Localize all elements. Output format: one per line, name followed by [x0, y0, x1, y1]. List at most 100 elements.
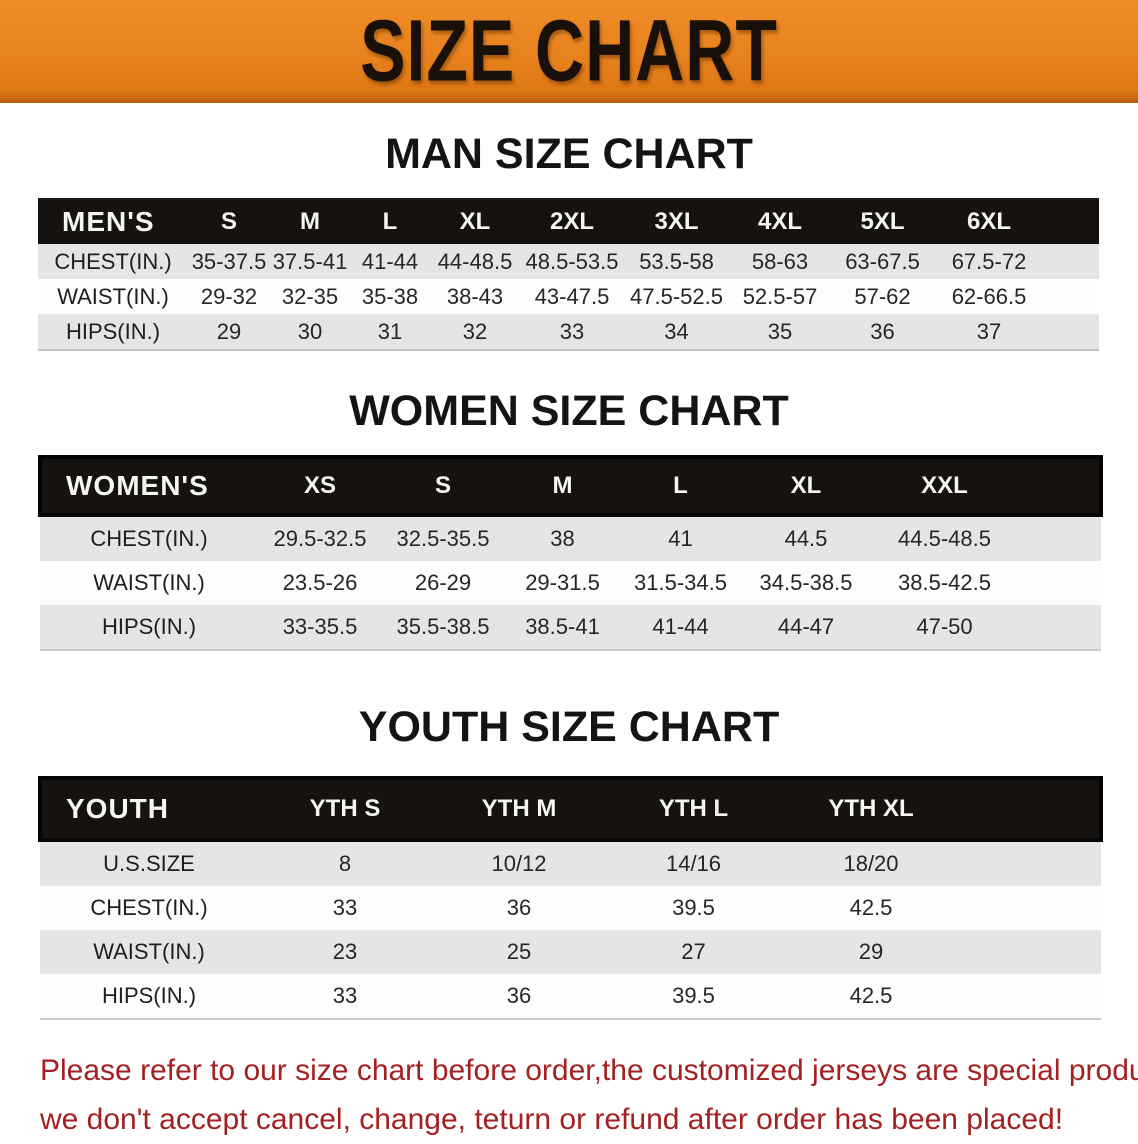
table-header-row: MEN'S S M L XL 2XL 3XL 4XL 5XL 6XL: [38, 199, 1099, 244]
column-header: 2XL: [520, 199, 624, 244]
column-header: 6XL: [934, 199, 1044, 244]
cell-value: 37: [934, 314, 1044, 350]
column-header: YTH M: [432, 776, 606, 842]
column-header: YTH S: [258, 776, 432, 842]
row-spacer: [1017, 561, 1101, 605]
cell-value: 42.5: [781, 974, 961, 1019]
women-size-chart-heading: WOMEN SIZE CHART: [349, 387, 789, 435]
column-header: XL: [740, 455, 872, 517]
table-row: HIPS(IN.) 29 30 31 32 33 34 35 36 37: [38, 314, 1099, 350]
column-header: M: [270, 199, 350, 244]
row-label: WAIST(IN.): [40, 561, 258, 605]
header-spacer: [1044, 199, 1099, 244]
cell-value: 25: [432, 930, 606, 974]
row-spacer: [961, 886, 1101, 930]
cell-value: 35: [729, 314, 831, 350]
cell-value: 43-47.5: [520, 279, 624, 314]
disclaimer-text: Please refer to our size chart before or…: [40, 1046, 1138, 1144]
cell-value: 35.5-38.5: [382, 605, 504, 650]
column-header: L: [350, 199, 430, 244]
table-row: HIPS(IN.) 33-35.5 35.5-38.5 38.5-41 41-44 44-…: [40, 605, 1101, 650]
cell-value: 33-35.5: [258, 605, 382, 650]
cell-value: 33: [258, 974, 432, 1019]
cell-value: 31: [350, 314, 430, 350]
column-header: XS: [258, 455, 382, 517]
cell-value: 34.5-38.5: [740, 561, 872, 605]
cell-value: 47-50: [872, 605, 1017, 650]
table-row: WAIST(IN.) 29-32 32-35 35-38 38-43 43-47.5 47.…: [38, 279, 1099, 314]
table-row: WAIST(IN.) 23 25 27 29: [40, 930, 1101, 974]
table-row: CHEST(IN.) 29.5-32.5 32.5-35.5 38 41 44.5 44.5…: [40, 515, 1101, 561]
cell-value: 44.5-48.5: [872, 515, 1017, 561]
column-header: YTH XL: [781, 776, 961, 842]
cell-value: 35-37.5: [188, 244, 270, 279]
table-row: WAIST(IN.) 23.5-26 26-29 29-31.5 31.5-34.5 34…: [40, 561, 1101, 605]
cell-value: 38.5-42.5: [872, 561, 1017, 605]
cell-value: 41-44: [350, 244, 430, 279]
cell-value: 52.5-57: [729, 279, 831, 314]
row-spacer: [1017, 515, 1101, 561]
cell-value: 33: [258, 886, 432, 930]
cell-value: 67.5-72: [934, 244, 1044, 279]
cell-value: 36: [831, 314, 934, 350]
row-label: CHEST(IN.): [40, 886, 258, 930]
cell-value: 10/12: [432, 840, 606, 886]
row-label: WAIST(IN.): [40, 930, 258, 974]
column-header: 4XL: [729, 199, 831, 244]
cell-value: 41-44: [621, 605, 740, 650]
column-header: 3XL: [624, 199, 729, 244]
cell-value: 30: [270, 314, 350, 350]
row-label: HIPS(IN.): [40, 605, 258, 650]
row-spacer: [961, 930, 1101, 974]
cell-value: 48.5-53.5: [520, 244, 624, 279]
cell-value: 29-32: [188, 279, 270, 314]
row-spacer: [1017, 605, 1101, 650]
cell-value: 57-62: [831, 279, 934, 314]
row-label: HIPS(IN.): [40, 974, 258, 1019]
cell-value: 36: [432, 886, 606, 930]
table-header-row: YOUTH YTH S YTH M YTH L YTH XL: [38, 776, 1103, 842]
row-label: HIPS(IN.): [38, 314, 188, 350]
cell-value: 44-48.5: [430, 244, 520, 279]
row-label: CHEST(IN.): [38, 244, 188, 279]
row-spacer: [961, 840, 1101, 886]
women-size-table: WOMEN'S XS S M L XL XXL CHEST(IN.) 29.5-32.5 32.5…: [38, 455, 1103, 651]
column-header: S: [188, 199, 270, 244]
man-size-chart-heading: MAN SIZE CHART: [385, 130, 753, 178]
cell-value: 32-35: [270, 279, 350, 314]
row-label: U.S.SIZE: [40, 840, 258, 886]
row-label: WAIST(IN.): [38, 279, 188, 314]
banner-title: SIZE CHART: [360, 1, 778, 99]
cell-value: 38: [504, 515, 621, 561]
row-spacer: [961, 974, 1101, 1019]
cell-value: 58-63: [729, 244, 831, 279]
cell-value: 14/16: [606, 840, 781, 886]
cell-value: 38.5-41: [504, 605, 621, 650]
table-header-row: WOMEN'S XS S M L XL XXL: [38, 455, 1103, 517]
cell-value: 42.5: [781, 886, 961, 930]
row-label: CHEST(IN.): [40, 515, 258, 561]
table-group-label: YOUTH: [38, 776, 258, 842]
disclaimer-line-2: we don't accept cancel, change, teturn o…: [40, 1103, 1064, 1136]
row-spacer: [1044, 314, 1099, 350]
cell-value: 39.5: [606, 886, 781, 930]
cell-value: 26-29: [382, 561, 504, 605]
cell-value: 8: [258, 840, 432, 886]
cell-value: 35-38: [350, 279, 430, 314]
table-row: CHEST(IN.) 33 36 39.5 42.5: [40, 886, 1101, 930]
cell-value: 32.5-35.5: [382, 515, 504, 561]
cell-value: 63-67.5: [831, 244, 934, 279]
table-row: CHEST(IN.) 35-37.5 37.5-41 41-44 44-48.5 48.5…: [38, 244, 1099, 279]
cell-value: 53.5-58: [624, 244, 729, 279]
cell-value: 29: [188, 314, 270, 350]
column-header: YTH L: [606, 776, 781, 842]
cell-value: 44-47: [740, 605, 872, 650]
cell-value: 62-66.5: [934, 279, 1044, 314]
row-spacer: [1044, 279, 1099, 314]
cell-value: 37.5-41: [270, 244, 350, 279]
cell-value: 39.5: [606, 974, 781, 1019]
cell-value: 44.5: [740, 515, 872, 561]
men-size-table: MEN'S S M L XL 2XL 3XL 4XL 5XL 6XL CHEST(IN.) 35-37…: [38, 198, 1099, 351]
size-chart-banner: SIZE CHART: [0, 0, 1138, 103]
youth-size-table: YOUTH YTH S YTH M YTH L YTH XL U.S.SIZE 8 10/12…: [38, 776, 1103, 1020]
